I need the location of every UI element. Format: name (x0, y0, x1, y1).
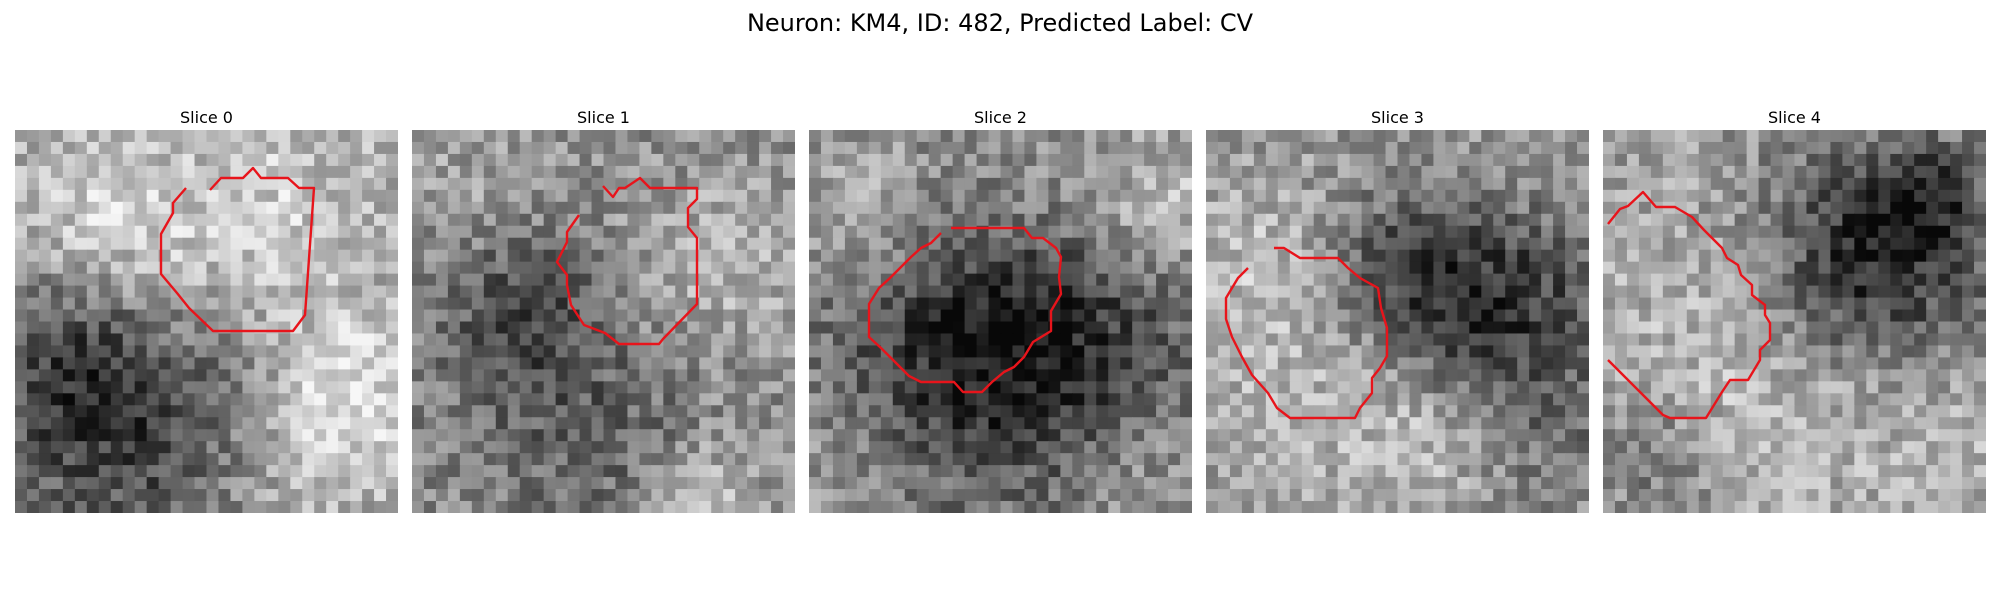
slice-label: Slice 1 (577, 108, 630, 127)
roi-contour (555, 176, 699, 346)
microscopy-slice-image (809, 130, 1192, 513)
slice-panel-3: Slice 3 (1206, 106, 1589, 513)
microscopy-slice-image (15, 130, 398, 513)
slice-panel-0: Slice 0 (15, 106, 398, 513)
microscopy-slice-image (1206, 130, 1589, 513)
microscopy-slice-image (1603, 130, 1986, 513)
slice-label: Slice 2 (974, 108, 1027, 127)
slice-image (1206, 130, 1589, 513)
roi-contour (867, 226, 1063, 394)
slice-panel-2: Slice 2 (809, 106, 1192, 513)
slice-panel-1: Slice 1 (412, 106, 795, 513)
slice-image (809, 130, 1192, 513)
slice-panel-4: Slice 4 (1603, 106, 1986, 513)
slice-image (1603, 130, 1986, 513)
roi-contour (159, 166, 316, 333)
roi-contour (1224, 246, 1389, 420)
roi-contour (1607, 190, 1772, 420)
microscopy-slice-image (412, 130, 795, 513)
slice-image (412, 130, 795, 513)
slice-label: Slice 0 (180, 108, 233, 127)
slice-image (15, 130, 398, 513)
slice-label: Slice 3 (1371, 108, 1424, 127)
figure-title: Neuron: KM4, ID: 482, Predicted Label: C… (746, 9, 1254, 37)
slice-label: Slice 4 (1768, 108, 1821, 127)
